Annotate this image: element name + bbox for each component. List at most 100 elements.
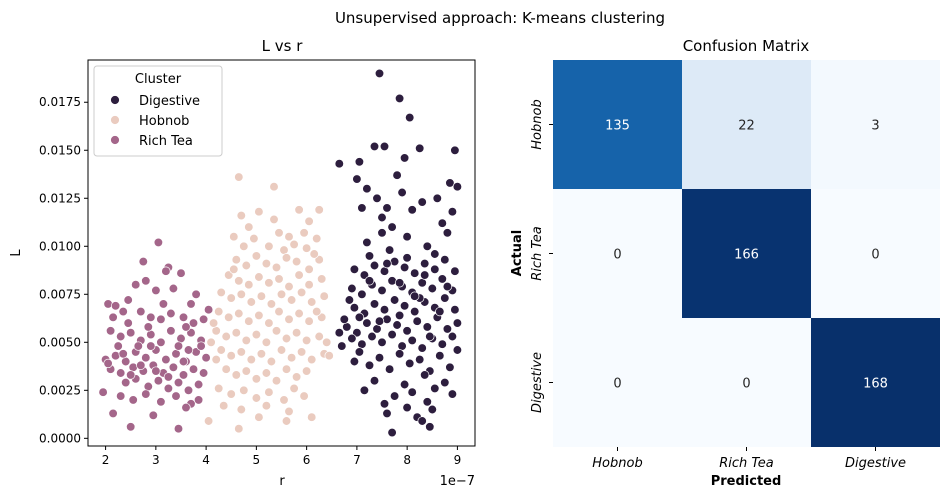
scatter-point-digestive xyxy=(420,370,430,380)
scatter-point-hobnob xyxy=(294,270,304,280)
scatter-point-hobnob xyxy=(289,383,299,394)
scatter-point-rich-tea xyxy=(166,326,176,336)
scatter-point-hobnob xyxy=(286,353,297,363)
scatter-point-digestive xyxy=(417,278,427,288)
scatter-point-digestive xyxy=(420,258,430,269)
scatter-point-hobnob xyxy=(294,308,304,319)
heatmap-cell-label: 135 xyxy=(605,119,630,134)
scatter-point-rich-tea xyxy=(163,383,174,394)
scatter-point-digestive xyxy=(415,354,425,365)
heatmap-cell-label: 0 xyxy=(613,248,621,263)
scatter-point-digestive xyxy=(450,305,460,315)
scatter-point-digestive xyxy=(372,193,382,203)
scatter-point-digestive xyxy=(407,387,417,397)
scatter-point-rich-tea xyxy=(193,395,204,405)
scatter-point-rich-tea xyxy=(156,314,166,324)
scatter-y-tick-label: 0.0175 xyxy=(39,95,81,109)
scatter-point-hobnob xyxy=(226,293,236,303)
heatmap-x-ticks: Hobnob Rich Tea Digestive xyxy=(592,447,906,471)
scatter-point-digestive xyxy=(379,399,390,409)
scatter-point-rich-tea xyxy=(121,377,131,388)
scatter-point-hobnob xyxy=(304,280,314,290)
scatter-point-digestive xyxy=(347,333,357,344)
scatter-point-rich-tea xyxy=(141,353,151,363)
scatter-point-hobnob xyxy=(276,345,287,355)
scatter-point-digestive xyxy=(440,377,450,388)
scatter-point-digestive xyxy=(352,174,362,184)
scatter-point-rich-tea xyxy=(198,314,209,324)
scatter-point-rich-tea xyxy=(108,312,118,322)
scatter-point-rich-tea xyxy=(143,322,153,332)
scatter-point-hobnob xyxy=(261,401,272,411)
scatter-point-hobnob xyxy=(221,331,231,342)
scatter-point-hobnob xyxy=(264,241,274,251)
scatter-point-hobnob xyxy=(208,318,219,328)
scatter-point-digestive xyxy=(447,331,458,342)
scatter-point-digestive xyxy=(420,270,430,280)
scatter-point-digestive xyxy=(379,141,390,152)
scatter-point-digestive xyxy=(410,268,420,278)
scatter-point-digestive xyxy=(435,306,445,317)
scatter-point-rich-tea xyxy=(113,341,123,351)
scatter-x-tick-label: 2 xyxy=(102,453,110,467)
scatter-point-hobnob xyxy=(246,354,256,365)
scatter-point-digestive xyxy=(402,326,412,336)
heatmap-x-tick-label: Hobnob xyxy=(592,456,642,471)
legend-frame xyxy=(93,65,223,157)
scatter-point-hobnob xyxy=(274,306,284,317)
scatter-point-digestive xyxy=(432,193,442,203)
scatter-point-rich-tea xyxy=(183,345,194,355)
scatter-point-rich-tea xyxy=(163,372,174,382)
scatter-point-digestive xyxy=(349,264,360,274)
scatter-point-digestive xyxy=(442,281,453,292)
scatter-point-hobnob xyxy=(254,310,264,321)
scatter-point-digestive xyxy=(377,285,387,296)
scatter-point-digestive xyxy=(452,318,463,328)
scatter-point-hobnob xyxy=(281,364,292,374)
scatter-point-digestive xyxy=(354,312,365,322)
scatter-point-digestive xyxy=(364,251,375,261)
scatter-point-digestive xyxy=(382,408,392,419)
scatter-point-digestive xyxy=(357,339,367,349)
scatter-point-digestive xyxy=(407,205,417,215)
scatter-point-digestive xyxy=(362,318,372,328)
scatter-point-rich-tea xyxy=(188,364,199,374)
scatter-point-rich-tea xyxy=(118,306,128,317)
scatter-point-hobnob xyxy=(301,335,312,346)
scatter-point-rich-tea xyxy=(186,299,196,309)
scatter-point-digestive xyxy=(334,328,344,338)
scatter-point-hobnob xyxy=(241,260,251,271)
scatter-point-digestive xyxy=(399,153,410,163)
scatter-point-rich-tea xyxy=(121,356,131,367)
heatmap-x-tick-label: Digestive xyxy=(845,456,906,471)
scatter-point-hobnob xyxy=(239,385,249,395)
scatter-point-hobnob xyxy=(244,280,254,290)
scatter-point-rich-tea xyxy=(136,306,146,317)
scatter-point-hobnob xyxy=(234,172,244,182)
scatter-point-hobnob xyxy=(271,262,282,273)
scatter-point-hobnob xyxy=(312,306,322,317)
scatter-point-digestive xyxy=(397,341,407,351)
scatter-point-digestive xyxy=(450,145,460,155)
scatter-point-hobnob xyxy=(241,335,251,346)
scatter-point-digestive xyxy=(397,187,407,198)
scatter-point-digestive xyxy=(394,349,405,359)
scatter-point-hobnob xyxy=(264,387,274,397)
scatter-point-digestive xyxy=(364,360,375,370)
scatter-point-hobnob xyxy=(317,274,327,284)
scatter-point-rich-tea xyxy=(156,337,166,347)
scatter-point-digestive xyxy=(450,266,460,276)
legend-title: Cluster xyxy=(135,72,182,87)
scatter-point-rich-tea xyxy=(116,391,126,401)
scatter-point-digestive xyxy=(369,299,380,309)
scatter-point-hobnob xyxy=(314,331,324,342)
scatter-point-digestive xyxy=(430,264,440,274)
scatter-x-offset: 1e−7 xyxy=(440,474,475,489)
scatter-point-digestive xyxy=(440,293,450,303)
scatter-point-hobnob xyxy=(244,316,254,326)
scatter-x-tick-label: 5 xyxy=(253,453,261,467)
scatter-point-hobnob xyxy=(236,347,246,357)
scatter-point-digestive xyxy=(445,178,455,188)
scatter-point-digestive xyxy=(394,310,405,321)
scatter-x-tick-label: 6 xyxy=(303,453,311,467)
